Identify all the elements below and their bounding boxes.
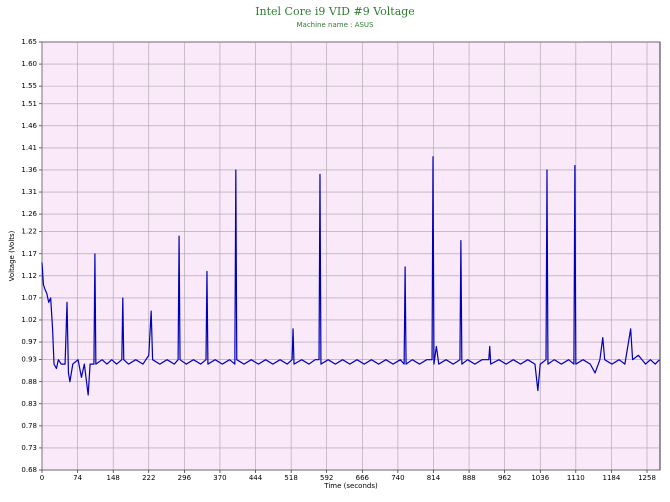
x-tick-label: 148 [106,474,119,482]
y-tick-label: 1.02 [21,316,37,324]
y-tick-label: 1.46 [21,122,37,130]
x-tick-label: 888 [462,474,475,482]
x-axis-label: Time (seconds) [323,482,378,490]
x-tick-label: 1110 [567,474,585,482]
y-tick-label: 1.60 [21,60,37,68]
x-tick-label: 592 [320,474,333,482]
y-tick-label: 0.68 [21,466,37,474]
x-tick-label: 296 [178,474,192,482]
chart-subtitle: Machine name : ASUS [297,21,375,29]
y-tick-label: 1.22 [21,228,37,236]
x-tick-label: 74 [73,474,82,482]
y-tick-label: 1.17 [21,250,37,258]
x-tick-label: 222 [142,474,155,482]
x-tick-label: 1258 [638,474,656,482]
y-tick-label: 1.07 [21,294,37,302]
plot-area [41,41,661,471]
y-tick-label: 0.93 [21,356,37,364]
y-tick-label: 1.51 [21,100,37,108]
data-line [41,156,660,396]
y-tick-label: 1.31 [21,188,37,196]
x-tick-label: 962 [498,474,511,482]
y-tick-label: 0.73 [21,444,37,452]
x-tick-label: 0 [40,474,44,482]
x-tick-label: 740 [391,474,404,482]
x-tick-label: 370 [213,474,226,482]
y-axis-label: Voltage (Volts) [8,230,16,281]
y-tick-label: 0.97 [21,338,37,346]
y-tick-label: 1.55 [21,82,37,90]
y-tick-label: 1.41 [21,144,37,152]
y-tick-label: 0.83 [21,400,37,408]
y-tick-label: 1.12 [21,272,37,280]
y-tick-label: 1.36 [21,166,37,174]
y-tick-label: 0.78 [21,422,37,430]
x-tick-label: 1036 [531,474,549,482]
y-tick-label: 1.65 [21,38,37,46]
y-tick-label: 1.26 [21,210,37,218]
x-tick-label: 1184 [603,474,621,482]
x-tick-label: 518 [284,474,297,482]
chart-title: Intel Core i9 VID #9 Voltage [255,5,415,18]
y-tick-label: 0.88 [21,378,37,386]
x-tick-label: 666 [356,474,370,482]
x-tick-label: 814 [427,474,441,482]
x-tick-label: 444 [249,474,263,482]
